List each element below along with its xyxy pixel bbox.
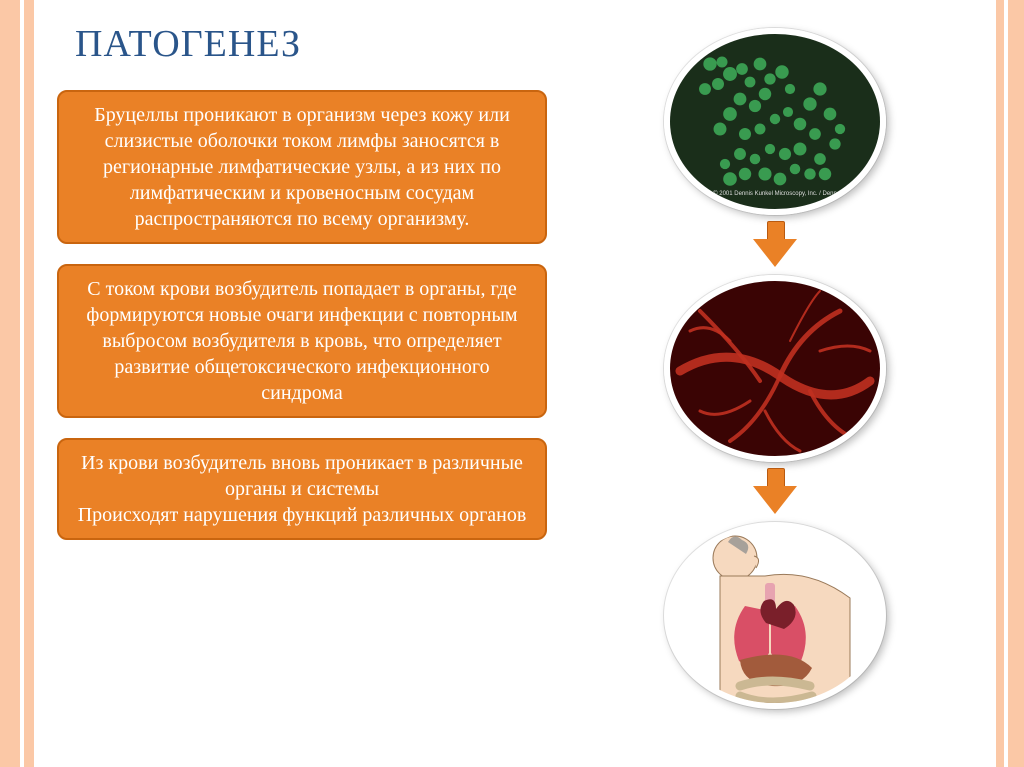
accent-bar	[1008, 0, 1024, 767]
accent-bar	[996, 0, 1004, 767]
text-boxes-column: Бруцеллы проникают в организм через кожу…	[57, 90, 547, 540]
blood-vessels-image	[664, 275, 886, 462]
slide: ПАТОГЕНЕЗ Бруцеллы проникают в организм …	[0, 0, 1024, 767]
accent-bar	[0, 0, 20, 767]
bacteria-icon	[670, 34, 880, 209]
bacteria-image: © 2001 Dennis Kunkel Microscopy, Inc. / …	[664, 28, 886, 215]
vessels-icon	[670, 281, 880, 456]
arrow-down-icon	[753, 468, 797, 516]
image-caption: © 2001 Dennis Kunkel Microscopy, Inc. / …	[670, 191, 880, 197]
right-accent-bars	[994, 0, 1024, 767]
pathogenesis-step-2: С током крови возбудитель попадает в орг…	[57, 264, 547, 418]
pathogenesis-step-3: Из крови возбудитель вновь проникает в р…	[57, 438, 547, 540]
organs-icon	[670, 528, 880, 703]
organs-image	[664, 522, 886, 709]
left-accent-bars	[0, 0, 38, 767]
pathogenesis-step-1: Бруцеллы проникают в организм через кожу…	[57, 90, 547, 244]
page-title: ПАТОГЕНЕЗ	[75, 22, 301, 66]
accent-bar	[24, 0, 34, 767]
images-column: © 2001 Dennis Kunkel Microscopy, Inc. / …	[560, 28, 990, 748]
arrow-down-icon	[753, 221, 797, 269]
